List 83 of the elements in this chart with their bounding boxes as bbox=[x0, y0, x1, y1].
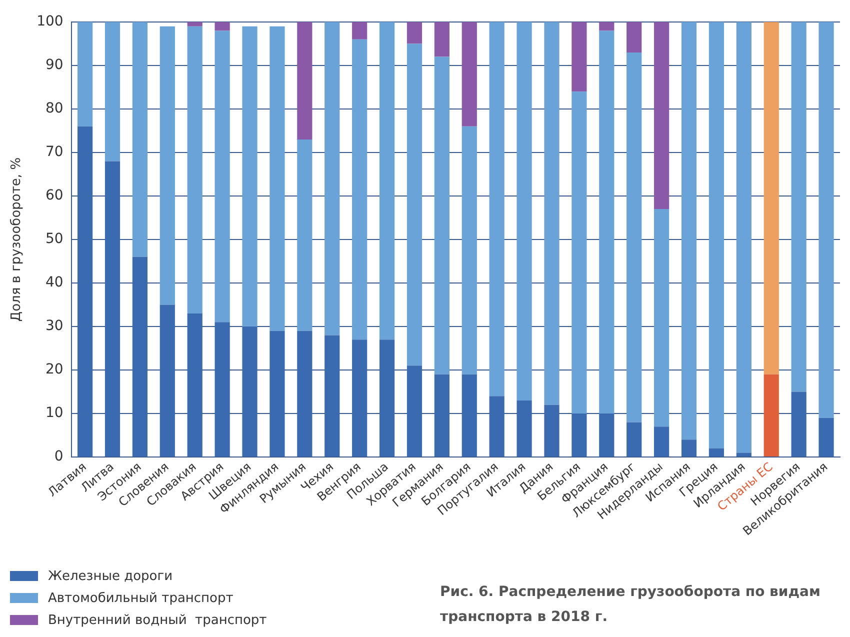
bar bbox=[379, 22, 395, 340]
bar bbox=[516, 22, 532, 400]
legend-label: Внутренний водный транспорт bbox=[48, 612, 267, 628]
bar bbox=[572, 22, 587, 92]
y-tick-label: 90 bbox=[45, 57, 64, 74]
y-tick-label: 100 bbox=[36, 14, 64, 30]
bar bbox=[736, 452, 752, 457]
bar bbox=[626, 22, 642, 52]
bar bbox=[681, 22, 697, 440]
y-tick-label: 0 bbox=[54, 448, 64, 465]
bar bbox=[599, 414, 614, 457]
bar bbox=[489, 396, 504, 457]
bar bbox=[214, 322, 230, 457]
y-tick-label: 20 bbox=[45, 362, 64, 378]
bar bbox=[406, 22, 422, 44]
bar bbox=[242, 326, 258, 457]
bar bbox=[187, 22, 202, 26]
bar bbox=[708, 448, 724, 457]
bar bbox=[104, 161, 120, 457]
bar bbox=[297, 22, 312, 140]
bar bbox=[599, 30, 614, 414]
bar bbox=[434, 22, 450, 57]
bar bbox=[187, 313, 202, 457]
bar bbox=[626, 52, 642, 422]
y-tick-label: 60 bbox=[45, 188, 64, 204]
text: Рис. 6. Распределение грузооборота по видам транспорта в 2018 г. bbox=[440, 583, 822, 627]
bar bbox=[297, 330, 312, 457]
bar bbox=[572, 92, 587, 414]
bar bbox=[352, 39, 368, 340]
bar bbox=[270, 26, 285, 331]
bar bbox=[818, 22, 834, 418]
bar bbox=[544, 404, 560, 457]
y-tick-label: 40 bbox=[45, 274, 64, 291]
bar bbox=[406, 44, 422, 366]
bar bbox=[791, 22, 806, 392]
bar bbox=[78, 126, 93, 457]
bar bbox=[572, 414, 587, 457]
y-axis-title: Доля в грузообороте, % bbox=[9, 157, 24, 322]
bar bbox=[654, 209, 670, 427]
y-tick-label: 70 bbox=[45, 144, 64, 160]
bar bbox=[270, 330, 285, 457]
bar bbox=[324, 22, 340, 336]
legend-label: Автомобильный транспорт bbox=[48, 590, 234, 606]
bar bbox=[434, 56, 450, 374]
bar bbox=[791, 392, 806, 457]
bar bbox=[764, 374, 779, 457]
bar bbox=[214, 30, 230, 322]
bar bbox=[132, 256, 148, 457]
bar bbox=[544, 22, 560, 405]
legend-label: Железные дороги bbox=[48, 568, 173, 584]
bar bbox=[736, 22, 752, 453]
bar bbox=[462, 126, 477, 374]
bar bbox=[654, 426, 670, 457]
bar bbox=[708, 22, 724, 448]
y-tick-label: 80 bbox=[45, 100, 64, 117]
bar bbox=[242, 26, 258, 327]
bar bbox=[462, 374, 477, 457]
bar bbox=[104, 22, 120, 162]
bar bbox=[434, 374, 450, 457]
bar bbox=[160, 304, 175, 457]
y-tick-label: 30 bbox=[45, 318, 64, 334]
bar bbox=[406, 366, 422, 457]
bar bbox=[297, 139, 312, 331]
bar bbox=[379, 340, 395, 457]
bar bbox=[352, 340, 368, 457]
bar bbox=[818, 418, 834, 457]
bar bbox=[187, 26, 202, 314]
bar bbox=[462, 22, 477, 126]
bar bbox=[78, 22, 93, 126]
bar bbox=[160, 26, 175, 305]
bar bbox=[132, 22, 148, 257]
bar bbox=[352, 22, 368, 40]
bar bbox=[654, 22, 670, 210]
bar bbox=[214, 22, 230, 31]
y-tick-label: 10 bbox=[45, 405, 64, 422]
y-tick-label: 50 bbox=[45, 231, 64, 248]
bar bbox=[764, 22, 779, 374]
bar bbox=[599, 22, 614, 31]
bar bbox=[626, 422, 642, 457]
bar bbox=[489, 22, 504, 396]
bar bbox=[681, 440, 697, 457]
bar bbox=[516, 400, 532, 457]
bar bbox=[324, 335, 340, 457]
